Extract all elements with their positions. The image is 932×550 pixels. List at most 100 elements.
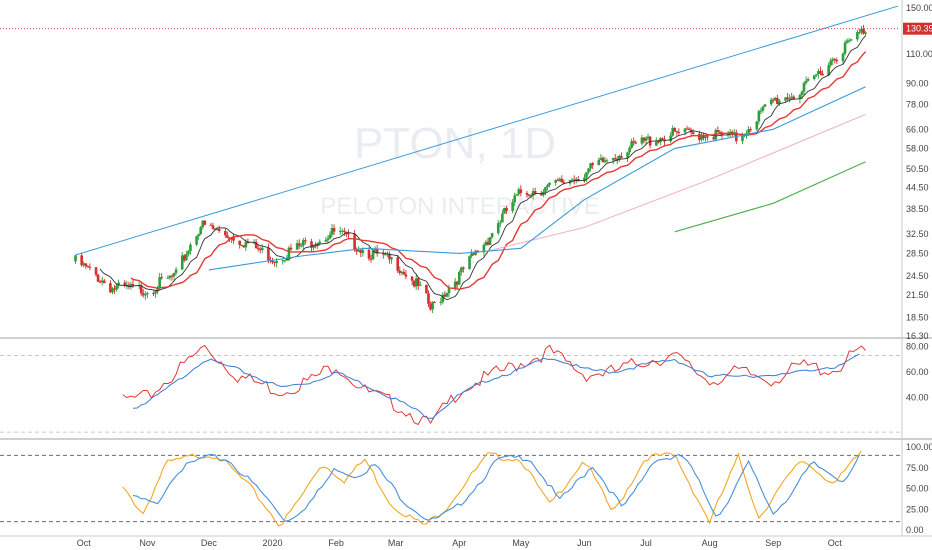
- candle: [560, 175, 564, 183]
- candle: [371, 249, 375, 261]
- candle: [628, 145, 631, 156]
- y-tick-label: 66.00: [906, 124, 929, 134]
- candle: [802, 81, 806, 96]
- candle: [412, 280, 416, 288]
- candle: [402, 268, 406, 275]
- x-tick-label: Feb: [328, 538, 344, 548]
- candle: [677, 128, 681, 137]
- candle: [860, 26, 863, 35]
- candle: [792, 95, 796, 100]
- candle: [180, 251, 184, 271]
- stochastic-tick-label: 25.00: [906, 504, 929, 514]
- stochastic-pct-k-line: [122, 450, 862, 527]
- candle: [544, 187, 547, 196]
- candle: [146, 291, 149, 298]
- candle: [388, 251, 391, 264]
- candle: [199, 225, 202, 236]
- candle: [375, 244, 379, 257]
- candle: [390, 257, 393, 264]
- candle: [812, 75, 816, 81]
- candle: [568, 179, 572, 186]
- candle: [505, 205, 508, 215]
- candle: [328, 231, 332, 240]
- candle: [439, 297, 443, 306]
- candle: [490, 232, 494, 239]
- candle: [457, 270, 461, 286]
- candle: [585, 172, 588, 182]
- candle: [238, 240, 241, 249]
- candle: [445, 292, 449, 298]
- stochastic-pane[interactable]: [122, 450, 862, 527]
- candle: [433, 301, 436, 304]
- candle: [587, 168, 590, 175]
- candle: [519, 185, 523, 197]
- candle: [661, 137, 664, 140]
- candle: [702, 132, 705, 141]
- candle: [546, 183, 549, 191]
- oscillator-fast-line: [122, 344, 866, 426]
- x-tick-label: Aug: [702, 538, 718, 548]
- candle: [669, 132, 672, 144]
- candle: [258, 246, 262, 254]
- candle: [671, 125, 674, 137]
- candle: [287, 245, 291, 262]
- x-tick-label: Nov: [139, 538, 156, 548]
- candle: [455, 280, 459, 289]
- candle: [778, 99, 781, 107]
- candle: [605, 158, 609, 163]
- x-tick-label: Dec: [201, 538, 218, 548]
- x-tick-label: May: [512, 538, 530, 548]
- oscillator-pane[interactable]: [122, 344, 866, 426]
- candle: [211, 222, 215, 230]
- candle: [572, 175, 576, 185]
- candle: [129, 281, 133, 290]
- candle: [468, 255, 471, 270]
- candle: [462, 266, 465, 273]
- candle: [474, 249, 477, 256]
- ma-long-line: [208, 86, 866, 271]
- candle: [496, 220, 500, 236]
- candle: [755, 120, 759, 132]
- x-tick-label: Jul: [640, 538, 652, 548]
- candle: [620, 152, 623, 159]
- candle: [835, 57, 839, 64]
- watermark-company: PELOTON INTERACTIVE: [320, 193, 600, 220]
- x-tick-label: Mar: [388, 538, 404, 548]
- candle: [486, 237, 490, 246]
- candle: [418, 281, 422, 287]
- candle: [517, 187, 521, 197]
- candle: [369, 254, 373, 263]
- candle: [691, 129, 695, 135]
- candle: [821, 70, 824, 76]
- y-tick-label: 32.50: [906, 229, 929, 239]
- candle: [226, 231, 229, 239]
- candle: [790, 92, 794, 101]
- candle: [484, 239, 488, 247]
- price-pane[interactable]: [0, 5, 900, 314]
- candle: [618, 154, 621, 163]
- candle: [84, 263, 88, 269]
- x-tick-label: Sep: [765, 538, 781, 548]
- candle: [281, 259, 285, 265]
- candle: [634, 140, 638, 145]
- y-tick-label: 18.50: [906, 312, 929, 322]
- candle: [340, 228, 344, 235]
- stochastic-pct-d-line: [132, 453, 860, 522]
- candle: [289, 243, 293, 251]
- candle: [96, 273, 100, 282]
- y-tick-label: 24.50: [906, 271, 929, 281]
- candle: [117, 279, 120, 289]
- candle: [100, 276, 104, 286]
- candle: [831, 57, 835, 66]
- candle: [111, 286, 114, 295]
- candle: [786, 93, 789, 101]
- candle: [632, 137, 635, 146]
- candle: [82, 261, 86, 268]
- candle: [856, 29, 859, 42]
- candle: [156, 285, 159, 295]
- candle: [404, 270, 408, 280]
- candle: [143, 290, 147, 300]
- candle: [613, 153, 617, 161]
- candle: [819, 66, 822, 76]
- candle: [398, 266, 402, 276]
